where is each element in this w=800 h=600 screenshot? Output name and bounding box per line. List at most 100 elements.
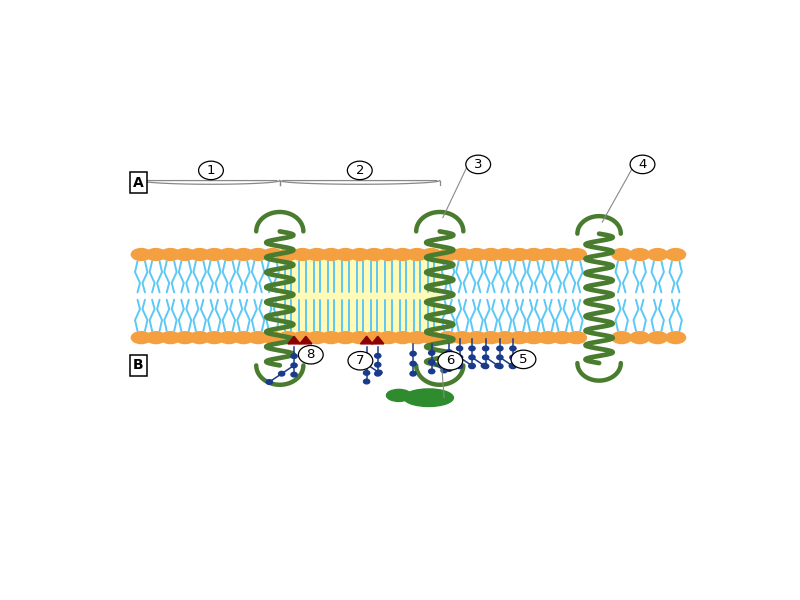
Ellipse shape [630,332,650,344]
Ellipse shape [438,248,458,260]
Ellipse shape [131,248,151,260]
Ellipse shape [666,248,686,260]
Ellipse shape [566,332,586,344]
Circle shape [630,155,655,173]
Text: 3: 3 [474,158,482,171]
Text: 4: 4 [638,158,646,171]
Ellipse shape [457,355,462,359]
Ellipse shape [453,248,472,260]
Ellipse shape [429,369,435,374]
Ellipse shape [204,332,224,344]
Ellipse shape [307,332,326,344]
Ellipse shape [446,358,452,363]
Text: B: B [133,358,144,373]
Ellipse shape [248,332,268,344]
Ellipse shape [146,332,166,344]
Text: 6: 6 [446,354,454,367]
Ellipse shape [307,248,326,260]
Ellipse shape [161,332,180,344]
Ellipse shape [509,364,515,368]
Circle shape [347,161,372,179]
Ellipse shape [322,332,341,344]
Ellipse shape [630,248,650,260]
Ellipse shape [497,364,503,368]
Ellipse shape [204,248,224,260]
Ellipse shape [386,389,411,401]
Ellipse shape [161,248,180,260]
Ellipse shape [497,346,503,351]
Ellipse shape [364,248,384,260]
Ellipse shape [510,355,516,359]
Ellipse shape [190,248,210,260]
Ellipse shape [278,332,298,344]
Ellipse shape [524,332,544,344]
Ellipse shape [234,248,254,260]
Ellipse shape [374,371,381,376]
Ellipse shape [376,370,382,375]
Text: 2: 2 [355,164,364,177]
Ellipse shape [175,332,195,344]
Ellipse shape [335,332,355,344]
Ellipse shape [266,380,272,385]
Ellipse shape [363,362,370,367]
Ellipse shape [648,332,668,344]
Text: 7: 7 [356,354,365,367]
Ellipse shape [335,248,355,260]
Ellipse shape [293,248,313,260]
Ellipse shape [374,362,381,367]
Ellipse shape [495,332,515,344]
Ellipse shape [524,248,544,260]
Ellipse shape [291,354,297,358]
Ellipse shape [552,332,572,344]
Ellipse shape [262,332,282,344]
Ellipse shape [469,364,475,368]
Ellipse shape [429,350,435,355]
Ellipse shape [248,248,268,260]
Ellipse shape [291,372,297,377]
Ellipse shape [469,346,475,351]
Ellipse shape [410,361,416,366]
Ellipse shape [131,332,151,344]
Ellipse shape [666,332,686,344]
Ellipse shape [510,332,530,344]
Ellipse shape [566,248,586,260]
Ellipse shape [612,248,632,260]
Ellipse shape [510,346,516,351]
Ellipse shape [393,248,413,260]
Ellipse shape [363,379,370,384]
Ellipse shape [441,368,447,373]
Ellipse shape [278,248,298,260]
Text: 8: 8 [306,348,315,361]
Circle shape [438,352,462,370]
Text: A: A [133,176,144,190]
Ellipse shape [429,360,435,364]
Polygon shape [288,336,300,344]
Ellipse shape [481,248,501,260]
Ellipse shape [510,364,516,368]
Ellipse shape [457,346,462,351]
Ellipse shape [410,352,416,356]
Circle shape [298,346,323,364]
Ellipse shape [422,332,442,344]
Ellipse shape [466,332,486,344]
Ellipse shape [278,371,285,376]
Ellipse shape [446,367,452,371]
Ellipse shape [522,364,529,368]
Text: 5: 5 [519,353,528,366]
Ellipse shape [438,332,458,344]
Circle shape [511,350,536,368]
Polygon shape [300,336,312,344]
Ellipse shape [469,355,475,359]
Ellipse shape [219,332,238,344]
Ellipse shape [407,332,427,344]
Ellipse shape [482,364,489,368]
Ellipse shape [350,248,370,260]
Ellipse shape [378,248,398,260]
Ellipse shape [190,332,210,344]
Ellipse shape [363,353,370,358]
Ellipse shape [495,364,501,368]
Ellipse shape [446,350,452,355]
Ellipse shape [457,364,462,368]
Ellipse shape [538,248,558,260]
Ellipse shape [364,332,384,344]
